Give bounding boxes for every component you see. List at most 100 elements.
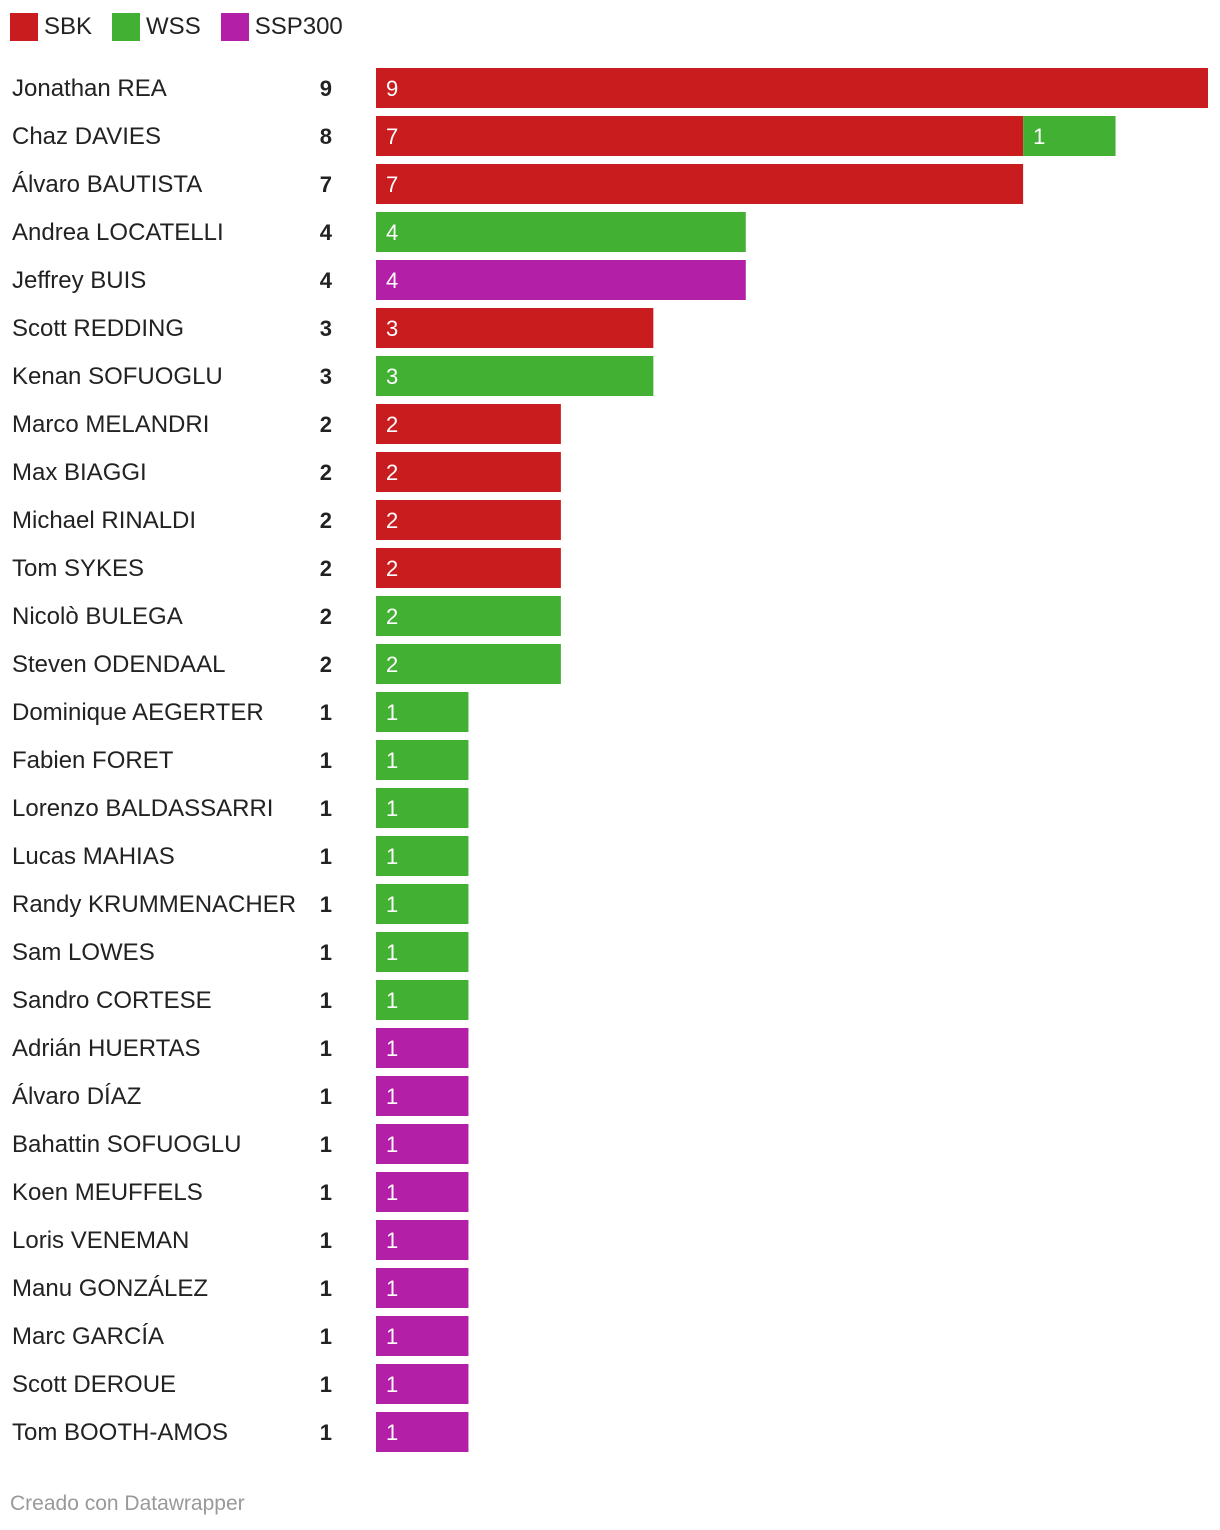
- row-total: 2: [320, 508, 332, 533]
- bar-ssp300: [376, 1220, 469, 1260]
- bar-wss: [376, 980, 469, 1020]
- bar-label-ssp300: 1: [386, 1420, 398, 1445]
- bar-wss: [376, 932, 469, 972]
- row-label: Fabien FORET: [12, 747, 174, 774]
- bar-label-wss: 3: [386, 364, 398, 389]
- bar-wss: [376, 788, 469, 828]
- bar-label-wss: 4: [386, 220, 398, 245]
- row-label: Tom SYKES: [12, 555, 144, 582]
- row-label: Dominique AEGERTER: [12, 699, 264, 726]
- row-total: 2: [320, 460, 332, 485]
- row-label: Scott DEROUE: [12, 1371, 176, 1398]
- row-total: 8: [320, 124, 332, 149]
- bar-label-sbk: 2: [386, 508, 398, 533]
- row-total: 2: [320, 412, 332, 437]
- row-label: Loris VENEMAN: [12, 1227, 189, 1254]
- row-label: Manu GONZÁLEZ: [12, 1275, 208, 1302]
- row-total: 1: [320, 748, 332, 773]
- bar-label-wss: 1: [386, 700, 398, 725]
- row-total: 4: [320, 220, 333, 245]
- row-total: 1: [320, 892, 332, 917]
- bar-label-sbk: 2: [386, 556, 398, 581]
- bar-label-ssp300: 1: [386, 1132, 398, 1157]
- row-label: Scott REDDING: [12, 315, 184, 342]
- row-total: 9: [320, 76, 332, 101]
- bar-label-ssp300: 1: [386, 1276, 398, 1301]
- row-label: Tom BOOTH-AMOS: [12, 1419, 228, 1446]
- bar-ssp300: [376, 1172, 469, 1212]
- bar-label-wss: 2: [386, 604, 398, 629]
- bar-label-ssp300: 1: [386, 1084, 398, 1109]
- row-label: Álvaro BAUTISTA: [12, 171, 202, 198]
- legend-swatch-sbk: [10, 13, 38, 41]
- row-total: 1: [320, 1420, 332, 1445]
- bar-wss: [376, 740, 469, 780]
- row-label: Michael RINALDI: [12, 507, 196, 534]
- bar-ssp300: [376, 1316, 469, 1356]
- row-label: Jeffrey BUIS: [12, 267, 146, 294]
- bar-wss: [376, 644, 561, 684]
- row-total: 2: [320, 604, 332, 629]
- bar-sbk: [376, 548, 561, 588]
- bar-wss: [1023, 116, 1116, 156]
- bar-ssp300: [376, 1124, 469, 1164]
- row-total: 1: [320, 1180, 332, 1205]
- legend-label-ssp300: SSP300: [254, 13, 343, 40]
- bar-wss: [376, 596, 561, 636]
- row-label: Andrea LOCATELLI: [12, 219, 224, 246]
- row-label: Sam LOWES: [12, 939, 155, 966]
- bar-sbk: [376, 500, 561, 540]
- bar-ssp300: [376, 1364, 469, 1404]
- row-label: Álvaro DÍAZ: [12, 1083, 141, 1110]
- row-total: 1: [320, 1036, 332, 1061]
- row-total: 3: [320, 316, 332, 341]
- row-total: 1: [320, 700, 332, 725]
- bar-ssp300: [376, 1076, 469, 1116]
- row-total: 1: [320, 1372, 332, 1397]
- row-label: Max BIAGGI: [12, 459, 147, 486]
- bar-label-wss: 2: [386, 652, 398, 677]
- bar-label-sbk: 7: [386, 172, 398, 197]
- bar-label-wss: 1: [386, 796, 398, 821]
- bar-label-ssp300: 1: [386, 1372, 398, 1397]
- row-label: Nicolò BULEGA: [12, 603, 183, 630]
- row-total: 1: [320, 1228, 332, 1253]
- bar-ssp300: [376, 260, 746, 300]
- row-total: 1: [320, 1132, 332, 1157]
- bar-ssp300: [376, 1268, 469, 1308]
- bar-label-wss: 1: [386, 844, 398, 869]
- row-label: Bahattin SOFUOGLU: [12, 1131, 241, 1158]
- bar-sbk: [376, 68, 1208, 108]
- row-label: Jonathan REA: [12, 75, 167, 102]
- row-total: 2: [320, 652, 332, 677]
- bar-wss: [376, 212, 746, 252]
- bar-label-ssp300: 1: [386, 1036, 398, 1061]
- bar-wss: [376, 884, 469, 924]
- bar-label-sbk: 2: [386, 460, 398, 485]
- bar-label-ssp300: 1: [386, 1180, 398, 1205]
- bar-label-wss: 1: [386, 892, 398, 917]
- legend-item-sbk: SBK: [10, 13, 92, 41]
- legend-item-ssp300: SSP300: [220, 13, 343, 41]
- row-total: 4: [320, 268, 333, 293]
- bar-label-sbk: 7: [386, 124, 398, 149]
- row-total: 1: [320, 1276, 332, 1301]
- row-label: Sandro CORTESE: [12, 987, 212, 1014]
- row-label: Koen MEUFFELS: [12, 1179, 203, 1206]
- row-label: Steven ODENDAAL: [12, 651, 225, 678]
- bar-sbk: [376, 164, 1024, 204]
- row-label: Marco MELANDRI: [12, 411, 209, 438]
- bar-ssp300: [376, 1028, 469, 1068]
- bar-wss: [376, 356, 654, 396]
- row-label: Marc GARCÍA: [12, 1323, 164, 1350]
- bar-chart: Jonathan REA 9 9 Chaz DAVIES 8 7 1 Álvaro BAUTI…: [12, 68, 1208, 1452]
- row-label: Lorenzo BALDASSARRI: [12, 795, 273, 822]
- footer-credit: Creado con Datawrapper: [10, 1492, 245, 1515]
- legend-label-sbk: SBK: [44, 13, 93, 40]
- row-total: 1: [320, 796, 332, 821]
- row-label: Randy KRUMMENACHER: [12, 891, 296, 918]
- bar-sbk: [376, 404, 561, 444]
- bar-label-wss: 1: [386, 940, 398, 965]
- row-label: Adrián HUERTAS: [12, 1035, 201, 1062]
- bar-label-wss: 1: [1033, 124, 1045, 149]
